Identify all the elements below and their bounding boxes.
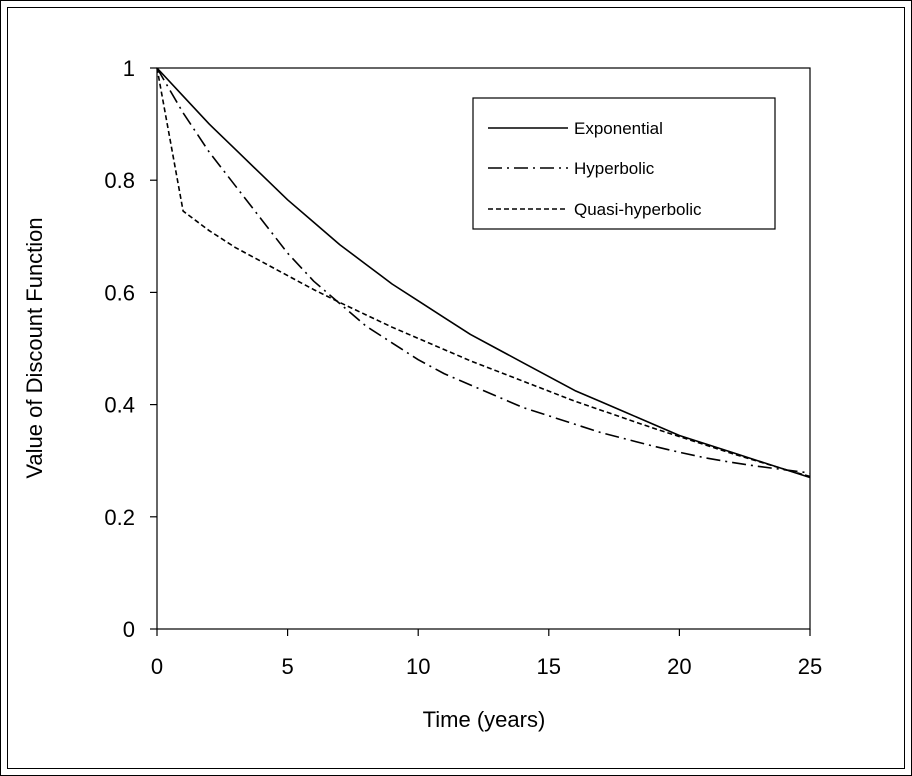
y-tick-label: 0.2 xyxy=(104,505,135,530)
x-axis-label: Time (years) xyxy=(423,707,546,732)
y-tick-label: 1 xyxy=(123,56,135,81)
series-line-quasi-hyperbolic xyxy=(156,67,811,478)
series-line-hyperbolic xyxy=(156,67,811,474)
series-line-exponential xyxy=(156,67,811,479)
plot-area xyxy=(156,67,811,630)
x-tick-label: 0 xyxy=(151,654,163,679)
legend-label-quasi-hyperbolic: Quasi-hyperbolic xyxy=(574,200,702,219)
y-tick-label: 0.6 xyxy=(104,280,135,305)
figure-inner-border xyxy=(7,7,905,769)
x-tick-label: 10 xyxy=(406,654,430,679)
legend-label-hyperbolic: Hyperbolic xyxy=(574,159,655,178)
x-tick-label: 15 xyxy=(537,654,561,679)
x-tick-label: 25 xyxy=(798,654,822,679)
x-tick-label: 20 xyxy=(667,654,691,679)
tick-labels: 0 5 10 15 20 25 0 0.2 0.4 0.6 0.8 1 xyxy=(104,56,822,679)
legend: Exponential Hyperbolic Quasi-hyperbolic xyxy=(472,97,776,230)
series-lines xyxy=(156,67,811,479)
y-tick-label: 0.4 xyxy=(104,393,135,418)
y-tick-label: 0 xyxy=(123,617,135,642)
y-tick-label: 0.8 xyxy=(104,168,135,193)
y-axis-label: Value of Discount Function xyxy=(22,217,47,478)
legend-box xyxy=(472,97,776,230)
axis-ticks xyxy=(150,67,811,636)
legend-label-exponential: Exponential xyxy=(574,119,663,138)
x-tick-label: 5 xyxy=(281,654,293,679)
